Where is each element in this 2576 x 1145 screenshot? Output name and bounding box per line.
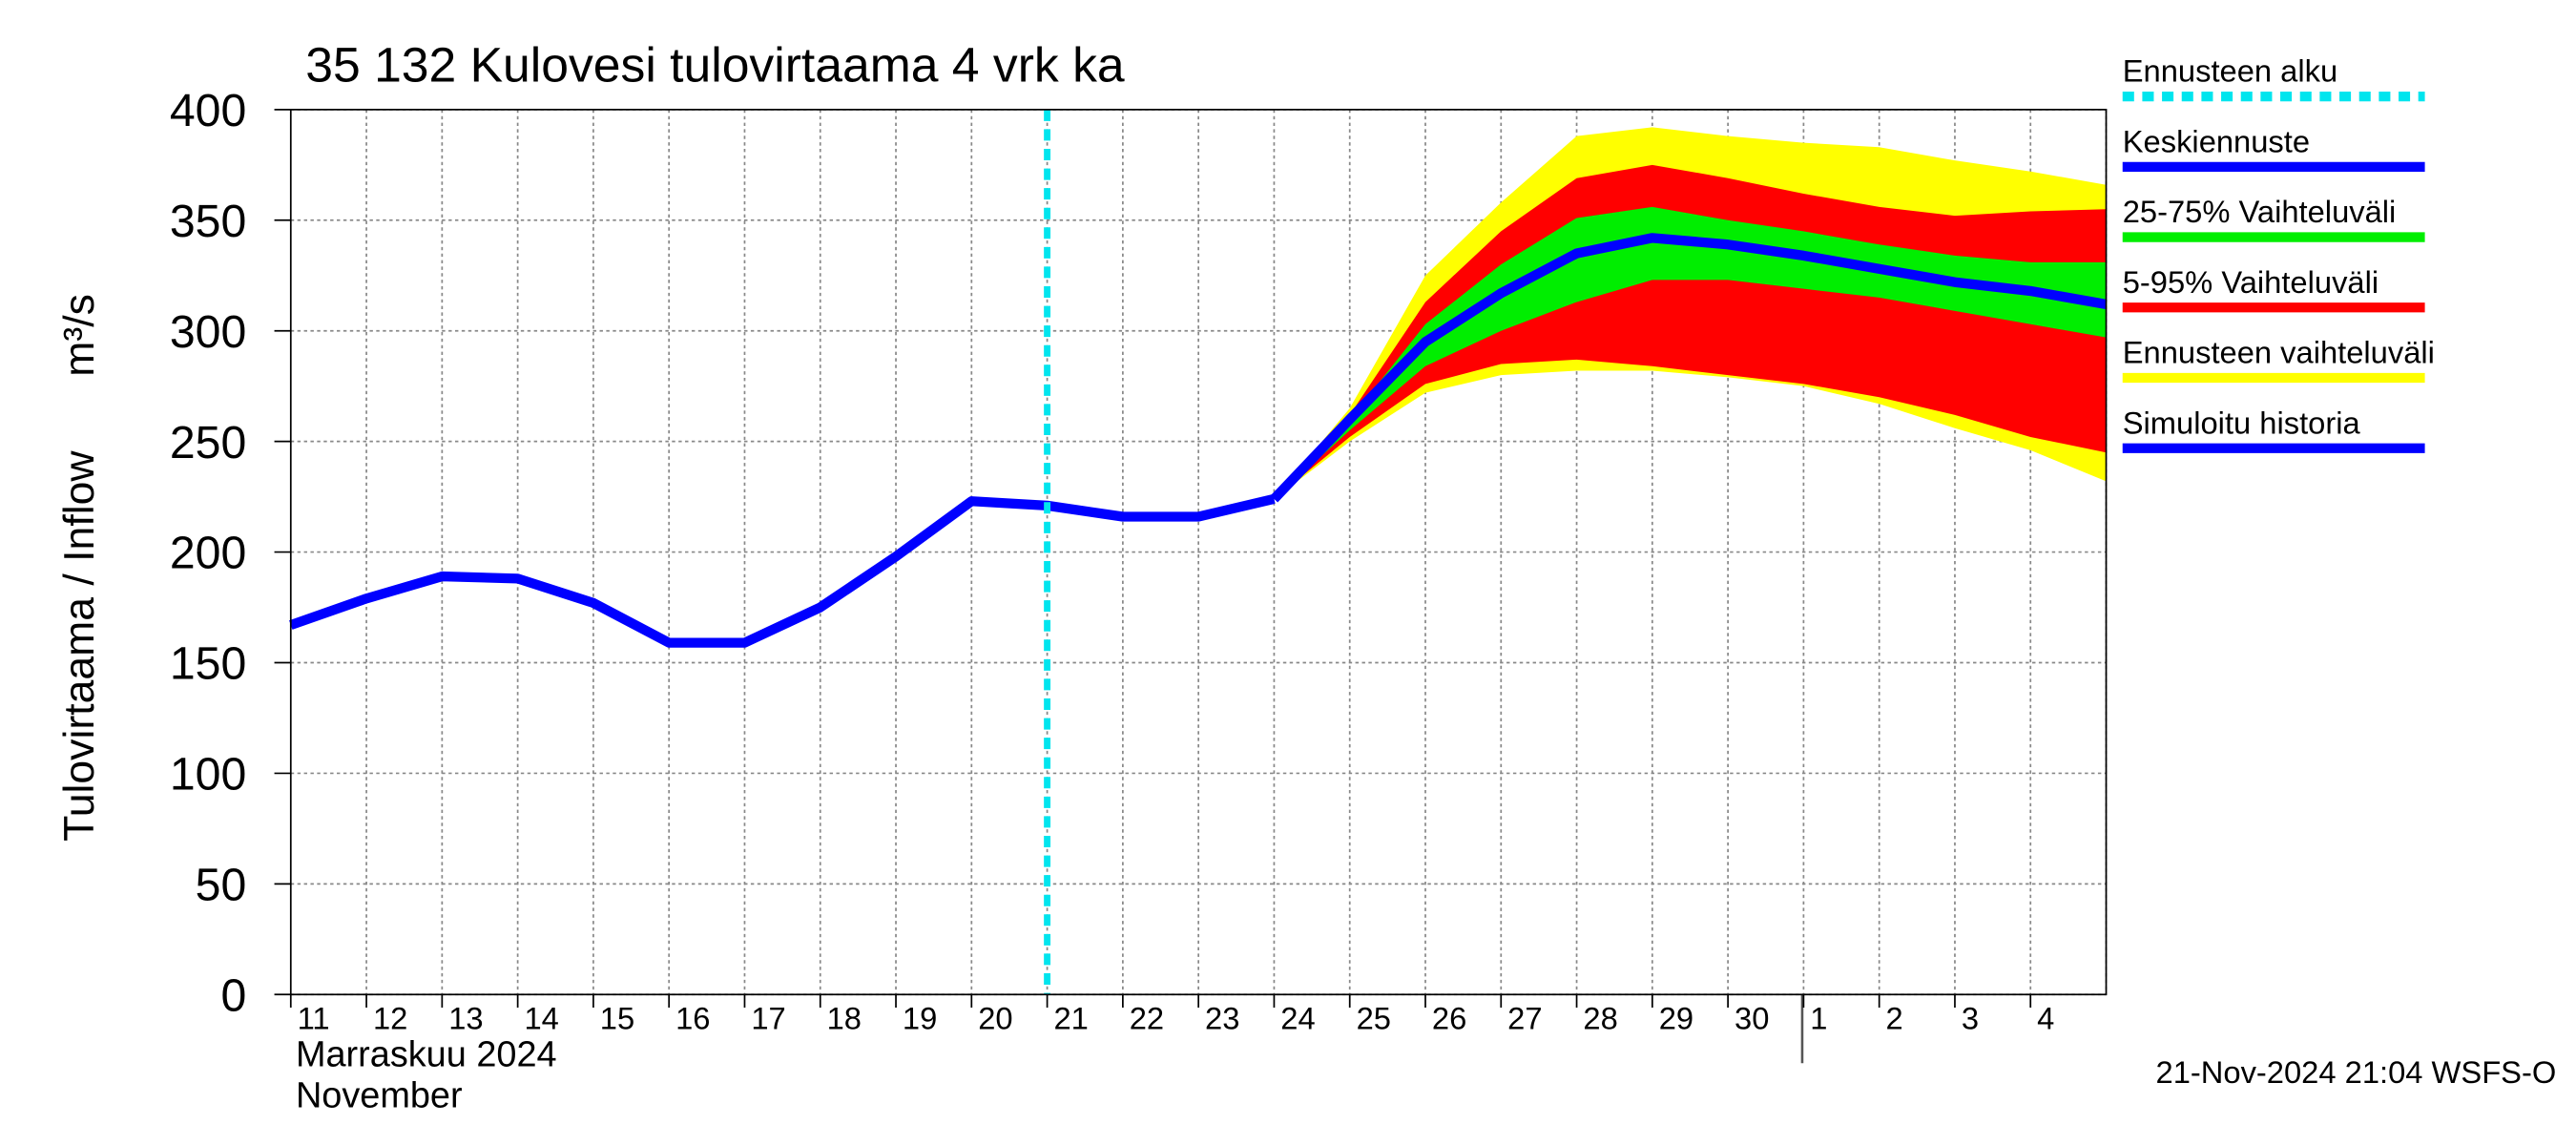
x-tick-label: 25 xyxy=(1357,1000,1391,1035)
x-tick-label: 12 xyxy=(373,1000,407,1035)
x-tick-label: 21 xyxy=(1053,1000,1088,1035)
month-label: Marraskuu 2024 xyxy=(296,1035,557,1075)
x-tick-label: 22 xyxy=(1130,1000,1164,1035)
x-tick-label: 1 xyxy=(1810,1000,1827,1035)
legend-label: 25-75% Vaihteluväli xyxy=(2123,194,2397,229)
legend-label: Keskiennuste xyxy=(2123,123,2310,158)
y-tick-label: 250 xyxy=(170,417,246,468)
plot-frame xyxy=(289,109,2108,996)
x-tick-label: 13 xyxy=(448,1000,483,1035)
y-axis-unit: m³/s xyxy=(56,294,103,377)
y-axis-label: Tulovirtaama / Inflow xyxy=(56,450,103,842)
line xyxy=(1270,233,2108,503)
y-tick-label: 400 xyxy=(170,85,246,136)
x-tick-label: 2 xyxy=(1886,1000,1903,1035)
x-tick-label: 15 xyxy=(600,1000,634,1035)
x-tick-label: 27 xyxy=(1507,1000,1542,1035)
x-tick-label: 20 xyxy=(978,1000,1012,1035)
chart-title: 35 132 Kulovesi tulovirtaama 4 vrk ka xyxy=(305,37,1125,93)
x-tick-label: 3 xyxy=(1962,1000,1979,1035)
band xyxy=(1274,206,2107,499)
y-tick-label: 50 xyxy=(196,860,247,911)
y-tick-label: 100 xyxy=(170,749,246,801)
x-tick-label: 18 xyxy=(827,1000,862,1035)
y-tick-label: 200 xyxy=(170,528,246,579)
line xyxy=(289,493,1276,648)
y-tick-label: 350 xyxy=(170,196,246,247)
x-tick-label: 17 xyxy=(751,1000,785,1035)
legend-label: Ennusteen vaihteluväli xyxy=(2123,335,2435,370)
x-tick-label: 29 xyxy=(1659,1000,1693,1035)
x-tick-label: 14 xyxy=(525,1000,559,1035)
x-tick-label: 11 xyxy=(298,1000,330,1035)
x-tick-label: 28 xyxy=(1583,1000,1617,1035)
y-tick-label: 150 xyxy=(170,638,246,690)
x-tick-label: 19 xyxy=(903,1000,937,1035)
y-tick-label: 0 xyxy=(220,970,246,1022)
x-tick-label: 16 xyxy=(675,1000,710,1035)
legend-label: Simuloitu historia xyxy=(2123,405,2361,440)
x-tick-label: 30 xyxy=(1735,1000,1769,1035)
x-tick-label: 23 xyxy=(1205,1000,1239,1035)
x-tick-label: 4 xyxy=(2037,1000,2054,1035)
timestamp: 21-Nov-2024 21:04 WSFS-O xyxy=(2156,1054,2557,1090)
legend-label: 5-95% Vaihteluväli xyxy=(2123,264,2379,300)
y-tick-label: 300 xyxy=(170,306,246,358)
legend-label: Ennusteen alku xyxy=(2123,53,2337,89)
month-label-en: November xyxy=(296,1076,463,1116)
x-tick-label: 26 xyxy=(1432,1000,1466,1035)
x-tick-label: 24 xyxy=(1280,1000,1315,1035)
